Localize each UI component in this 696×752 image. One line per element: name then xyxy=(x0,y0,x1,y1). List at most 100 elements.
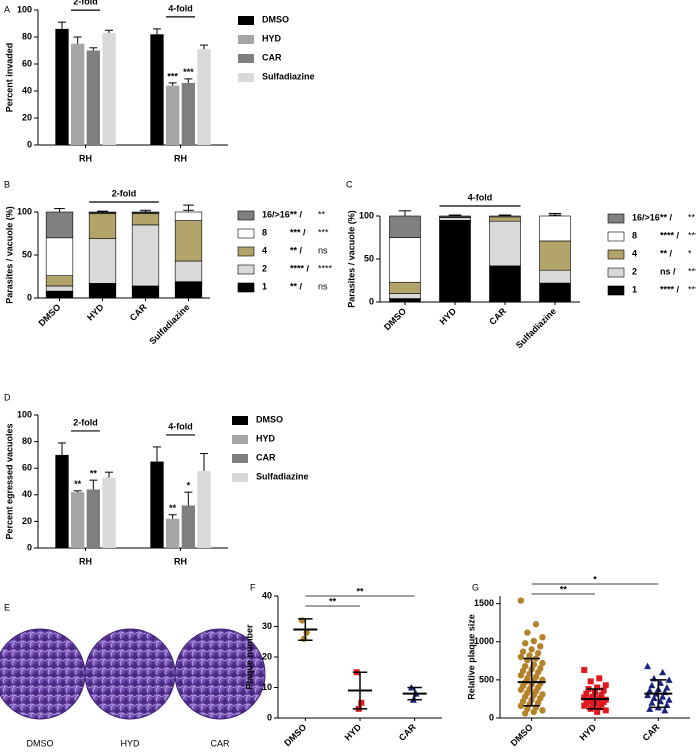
data-point xyxy=(534,649,542,657)
legend-stat: ** / xyxy=(660,212,673,222)
y-tick-label: 50 xyxy=(22,249,32,259)
data-point xyxy=(646,705,654,712)
bar-segment xyxy=(539,269,571,284)
data-point xyxy=(594,684,601,691)
bar xyxy=(102,477,116,548)
x-tick-label: RH xyxy=(174,556,187,566)
data-point xyxy=(517,686,525,693)
bar-segment xyxy=(174,211,203,221)
y-tick-label: 40 xyxy=(22,85,32,95)
legend-swatch xyxy=(238,54,254,63)
bar-segment xyxy=(539,240,571,271)
legend-stat: ns xyxy=(318,281,328,291)
y-tick-label: 80 xyxy=(22,31,32,41)
data-point xyxy=(532,621,540,628)
legend-stat: ** xyxy=(318,209,326,219)
legend-swatch xyxy=(607,213,625,224)
bar-segment xyxy=(389,298,421,303)
panel-letter: C xyxy=(346,179,353,189)
bar-segment xyxy=(131,224,160,287)
y-tick-label: 0 xyxy=(27,542,32,552)
legend-swatch xyxy=(238,35,254,44)
data-point xyxy=(600,687,607,694)
data-point xyxy=(646,687,654,694)
data-point xyxy=(648,681,656,689)
y-axis-label: Percent egressed vacuoles xyxy=(4,423,14,539)
bar xyxy=(197,470,211,548)
data-point xyxy=(583,690,590,697)
legend-stat: *** / xyxy=(290,227,306,237)
legend-stat: ns / xyxy=(660,266,676,276)
bar-segment xyxy=(88,283,117,299)
data-point xyxy=(659,668,667,676)
y-axis-label: Parasites / vacuole (%) xyxy=(4,206,14,304)
panel-letter: B xyxy=(4,179,10,189)
data-point xyxy=(517,653,525,661)
bar-segment xyxy=(389,281,421,294)
group-label: 4-fold xyxy=(168,3,193,13)
data-point xyxy=(539,633,546,641)
legend-stat: **** / xyxy=(660,230,680,240)
bar xyxy=(55,454,69,548)
bar-segment xyxy=(389,215,421,238)
legend-label: 2 xyxy=(632,266,637,276)
data-point xyxy=(602,682,609,689)
legend-swatch xyxy=(237,264,255,275)
y-tick-label: 60 xyxy=(22,463,32,473)
bar xyxy=(55,28,69,145)
image-label: HYD xyxy=(120,738,140,748)
bar-segment xyxy=(539,282,571,303)
legend-swatch xyxy=(607,267,625,278)
x-tick-label: CAR xyxy=(397,722,418,743)
legend-swatch xyxy=(238,16,254,25)
legend-label: 1 xyxy=(262,281,267,291)
data-point xyxy=(358,699,365,706)
legend-swatch xyxy=(232,416,248,425)
y-axis-label: Parasites / vacuole (%) xyxy=(346,210,356,308)
x-tick-label: DMSO xyxy=(382,306,408,332)
panel-letter: D xyxy=(4,392,11,402)
bar xyxy=(166,518,180,548)
bar-segment xyxy=(45,237,74,276)
legend-swatch xyxy=(232,473,248,482)
legend-label: 8 xyxy=(632,230,637,240)
y-tick-label: 0 xyxy=(27,139,32,149)
legend-swatch xyxy=(237,282,255,293)
comparison-label: ** xyxy=(560,584,568,594)
data-point xyxy=(663,701,671,709)
x-tick-label: Sulfadiazine xyxy=(147,302,191,346)
significance-label: * xyxy=(187,481,191,491)
bar-segment xyxy=(131,211,160,214)
legend-label: 1 xyxy=(632,284,637,294)
plaque-well-image xyxy=(84,628,176,720)
x-tick-label: DMSO xyxy=(36,302,62,328)
bar-segment xyxy=(88,211,117,214)
legend-swatch xyxy=(238,73,254,82)
data-point xyxy=(528,646,535,653)
data-point xyxy=(665,696,673,703)
bar xyxy=(181,82,195,145)
data-point xyxy=(581,694,588,701)
group-label: 4-fold xyxy=(468,192,493,202)
data-point xyxy=(581,666,588,673)
x-tick-label: CAR xyxy=(641,722,662,743)
bar-segment xyxy=(45,290,74,299)
data-point xyxy=(530,637,538,645)
legend-stat: ** / xyxy=(290,281,303,291)
data-point xyxy=(517,702,525,709)
data-point xyxy=(602,707,609,714)
y-tick-label: 20 xyxy=(22,112,32,122)
bar-segment xyxy=(439,217,471,221)
x-tick-label: HYD xyxy=(85,302,106,323)
bar-segment xyxy=(539,215,571,242)
group-label: 2-fold xyxy=(73,417,98,427)
x-tick-label: DMSO xyxy=(509,722,535,748)
plaque-well-image xyxy=(174,628,266,720)
panel-letter: E xyxy=(4,602,10,612)
legend-stat: **** / xyxy=(290,263,310,273)
data-point xyxy=(519,648,527,655)
data-point xyxy=(587,678,594,685)
x-tick-label: RH xyxy=(79,556,92,566)
data-point xyxy=(596,704,603,711)
bar xyxy=(150,461,164,548)
